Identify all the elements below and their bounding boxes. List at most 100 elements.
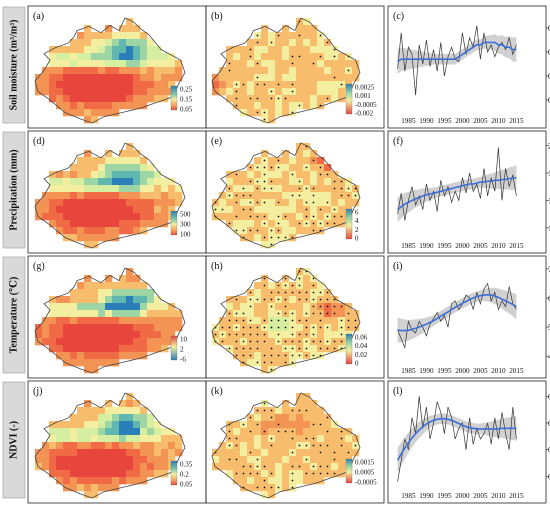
x-tick-label: 2005 [473, 492, 488, 500]
trend-colorbar-label: 0.04 [355, 342, 368, 350]
panel-frame [205, 380, 385, 504]
panel-frame [387, 130, 547, 254]
trend-colorbar-label: 0.0005 [355, 469, 375, 477]
panel-letter: (c) [393, 11, 404, 22]
trend-fit-line [397, 293, 517, 332]
panel-letter: (b) [211, 11, 223, 22]
x-tick-label: 1995 [437, 492, 452, 500]
map-cells [212, 143, 360, 249]
x-tick-label: 2015 [509, 117, 524, 125]
x-tick-label: 1990 [419, 242, 434, 250]
trend-colorbar [345, 333, 353, 365]
trend-fit-line [397, 41, 517, 63]
y-tick-label: 0.120 [548, 392, 550, 401]
trend-fit-line [396, 417, 517, 461]
row-label: Precipitation (mm) [8, 149, 19, 230]
x-tick-label: 1995 [437, 242, 452, 250]
trend-colorbar-label: 0.06 [355, 334, 368, 342]
x-tick-label: 1990 [419, 367, 434, 375]
mean-colorbar-label: 10 [180, 336, 188, 344]
region-outline [34, 267, 186, 374]
panel-letter: (f) [393, 136, 403, 147]
x-tick-label: 2000 [455, 117, 470, 125]
timeseries-2: 110.0 140.0 170.0 200.0 19851990199520002005… [397, 142, 550, 250]
region-outline [34, 17, 186, 124]
mean-colorbar-label: 500 [180, 211, 191, 219]
panel-letter: (g) [33, 261, 45, 272]
panel-letter: (h) [211, 261, 223, 272]
timeseries-1: 0.09 0.10 0.11 0.12 198519901995200020052010… [397, 24, 550, 125]
map-cells [35, 18, 183, 124]
row-3: Temperature (℃) (g) (h) (i) 10 2 -6 0.060.040.0… [2, 255, 547, 379]
panel-frame [387, 5, 547, 129]
trend-colorbar-label: 0 [355, 360, 359, 368]
x-tick-label: 2005 [473, 242, 488, 250]
observed-series [397, 25, 517, 96]
row-label-box [2, 131, 26, 249]
y-tick-label: 200.0 [548, 142, 550, 151]
panel-frame [387, 380, 547, 504]
mean-colorbar [170, 210, 178, 236]
x-tick-label: 2010 [491, 117, 506, 125]
region-outline [34, 142, 186, 249]
x-tick-label: 2005 [473, 117, 488, 125]
x-tick-label: 2015 [509, 242, 524, 250]
row-label-box [2, 381, 26, 499]
region-outline [211, 392, 361, 499]
region-outline [211, 142, 361, 249]
x-tick-label: 1985 [401, 242, 416, 250]
trend-colorbar-label: 0.0025 [355, 84, 375, 92]
panel-frame [205, 255, 385, 379]
trend-colorbar-label: -0.0005 [355, 101, 377, 109]
panel-letter: (i) [393, 261, 402, 272]
x-tick-label: 2000 [455, 242, 470, 250]
row-1: Soil moisture (m³/m³) (a) (b) (c) 0.25 0.15 0.… [2, 5, 547, 129]
trend-colorbar-label: 0.001 [355, 92, 371, 100]
panel-frame [205, 5, 385, 129]
panel-frame [387, 255, 547, 379]
x-tick-label: 2005 [473, 367, 488, 375]
region-outline [34, 392, 186, 499]
y-tick-label: 0.110 [548, 446, 550, 455]
x-tick-label: 2000 [455, 492, 470, 500]
x-tick-label: 1990 [419, 117, 434, 125]
panel-frame [205, 130, 385, 254]
map-cells [35, 268, 183, 374]
trend-colorbar-label: 0.0015 [355, 459, 375, 467]
mean-colorbar-label: -6 [180, 356, 186, 364]
row-label: NDVI (-) [8, 421, 19, 459]
y-tick-label: 0.115 [548, 419, 550, 428]
trend-colorbar-label: -0.002 [355, 110, 374, 118]
map-cells [35, 143, 183, 249]
row-label-box [2, 6, 26, 124]
mean-colorbar-label: 0.15 [180, 96, 193, 104]
trend-colorbar [345, 458, 353, 484]
mean-colorbar-label: 0.2 [180, 471, 189, 479]
mean-colorbar-label: 300 [180, 221, 191, 229]
y-tick-label: 0.12 [548, 24, 550, 33]
map-cells [212, 18, 360, 124]
row-4: NDVI (-) (j) (k) (l) 0.35 0.2 0.05 0.0015 0.0005… [2, 380, 547, 504]
x-tick-label: 2000 [455, 367, 470, 375]
trend-colorbar-label: 2 [355, 226, 359, 234]
x-tick-label: 2010 [491, 367, 506, 375]
mean-colorbar-label: 0.25 [180, 86, 193, 94]
trend-colorbar-label: 4 [355, 217, 359, 225]
x-tick-label: 1990 [419, 492, 434, 500]
x-tick-label: 1985 [401, 367, 416, 375]
trend-colorbar-label: 0.02 [355, 351, 368, 359]
x-tick-label: 1985 [401, 117, 416, 125]
trend-colorbar [345, 208, 353, 240]
x-tick-label: 2010 [491, 242, 506, 250]
trend-fit-line [397, 176, 517, 211]
confidence-band [397, 34, 517, 75]
y-tick-label: 110.0 [548, 224, 550, 233]
y-tick-label: 0.11 [548, 48, 550, 57]
map-cells [212, 268, 360, 374]
row-label-box [2, 256, 26, 374]
panel-letter: (j) [33, 386, 42, 397]
confidence-band [397, 287, 517, 343]
row-label: Soil moisture (m³/m³) [8, 20, 19, 111]
observed-series [397, 147, 517, 221]
